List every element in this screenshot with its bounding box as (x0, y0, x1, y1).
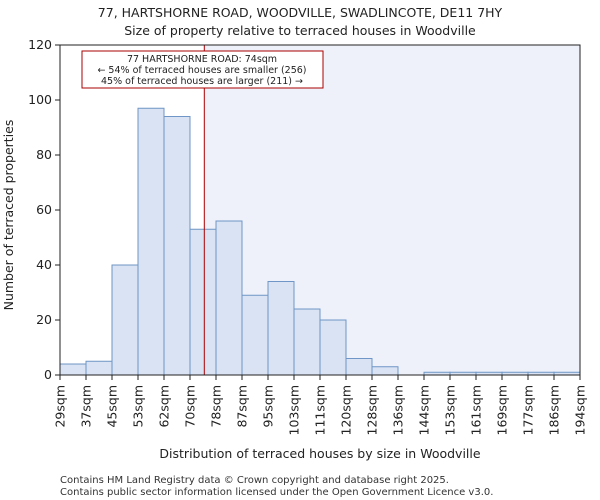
annotation-line-1: 77 HARTSHORNE ROAD: 74sqm (127, 54, 277, 65)
bar-37sqm (85, 360, 113, 376)
bars-group (59, 107, 581, 376)
x-tick-label: 177sqm (521, 385, 536, 435)
x-tick-label: 144sqm (417, 385, 432, 435)
x-tick-label: 186sqm (547, 385, 562, 435)
footer-line-2: Contains public sector information licen… (60, 487, 493, 498)
y-axis-label: Number of terraced properties (1, 120, 16, 311)
x-tick-label: 70sqm (183, 385, 198, 428)
bar-53sqm (137, 107, 165, 376)
x-tick-label: 161sqm (469, 385, 484, 435)
x-tick-label: 53sqm (131, 385, 146, 428)
annotation-box (81, 50, 324, 89)
bar-103sqm (293, 308, 321, 376)
x-tick-label: 62sqm (157, 385, 172, 428)
bar-95sqm (267, 281, 295, 376)
annotation-line-2: ← 54% of terraced houses are smaller (25… (97, 65, 306, 76)
x-tick-label: 136sqm (391, 385, 406, 435)
bar-78sqm (215, 220, 243, 376)
y-tick-label: 0 (44, 367, 52, 382)
bar-87sqm (241, 294, 269, 376)
bar-70sqm (189, 228, 217, 376)
footer-line-1: Contains HM Land Registry data © Crown c… (60, 475, 449, 486)
x-tick-label: 37sqm (79, 385, 94, 428)
x-tick-label: 29sqm (53, 385, 68, 428)
bar-111sqm (319, 319, 347, 376)
x-axis-label: Distribution of terraced houses by size … (159, 446, 480, 461)
bar-128sqm (371, 366, 399, 376)
chart-subtitle: Size of property relative to terraced ho… (124, 23, 476, 38)
y-tick-label: 60 (36, 202, 52, 217)
x-tick-label: 194sqm (573, 385, 588, 435)
x-tick-label: 111sqm (313, 385, 328, 435)
x-tick-label: 103sqm (287, 385, 302, 435)
x-ticks: 29sqm 37sqm 45sqm 53sqm 62sqm 70sqm 78sqm 87sqm… (53, 375, 588, 435)
x-tick-label: 87sqm (235, 385, 250, 428)
y-tick-label: 120 (28, 37, 52, 52)
annotation-line-3: 45% of terraced houses are larger (211) … (101, 76, 303, 87)
bar-29sqm (59, 363, 87, 376)
bar-45sqm (111, 264, 139, 376)
y-tick-label: 20 (36, 312, 52, 327)
x-tick-label: 78sqm (209, 385, 224, 428)
x-tick-label: 169sqm (495, 385, 510, 435)
bar-120sqm (345, 358, 373, 376)
x-tick-label: 45sqm (105, 385, 120, 428)
x-tick-label: 153sqm (443, 385, 458, 435)
y-tick-label: 80 (36, 147, 52, 162)
x-tick-label: 128sqm (365, 385, 380, 435)
chart-title: 77, HARTSHORNE ROAD, WOODVILLE, SWADLINC… (98, 5, 503, 20)
y-tick-label: 100 (28, 92, 52, 107)
y-tick-label: 40 (36, 257, 52, 272)
x-tick-label: 120sqm (339, 385, 354, 435)
y-ticks: 0 20 40 60 80 100 120 (28, 37, 60, 382)
bar-62sqm (163, 116, 191, 376)
x-tick-label: 95sqm (261, 385, 276, 428)
